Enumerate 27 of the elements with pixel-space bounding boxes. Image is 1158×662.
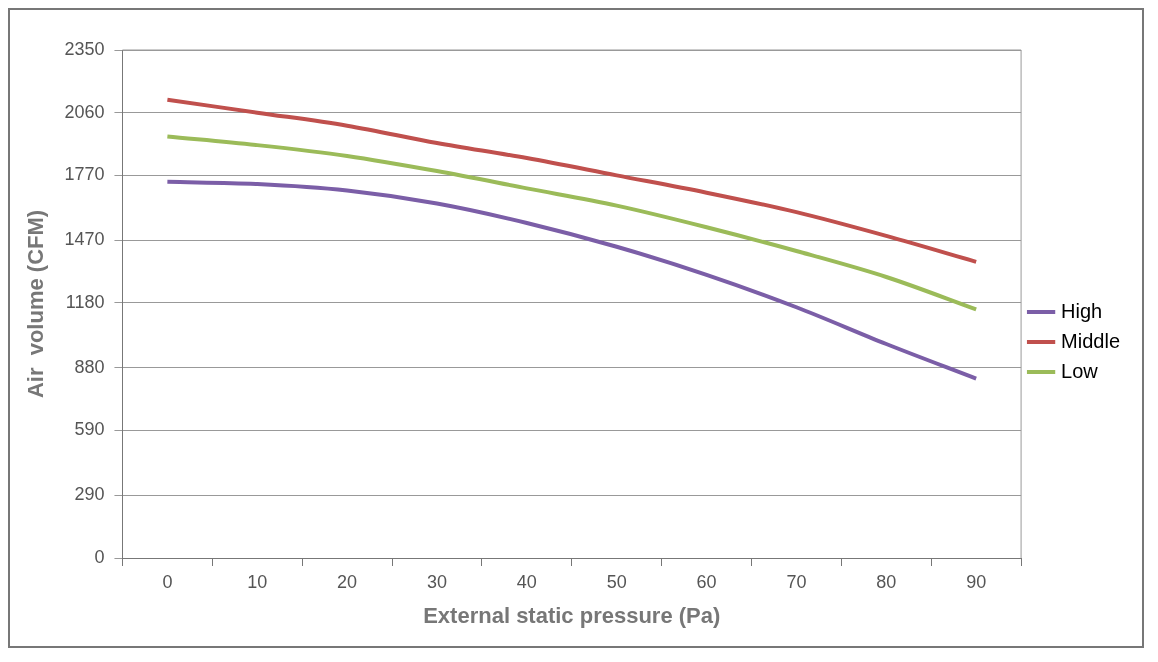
legend-label: Low <box>1061 359 1099 382</box>
y-tick-label: 0 <box>94 546 105 567</box>
legend-label: High <box>1061 299 1103 322</box>
x-tick-label: 50 <box>606 571 627 592</box>
x-axis-title: External static pressure (Pa) <box>423 602 721 628</box>
line-series <box>165 134 979 312</box>
x-tick-label: 20 <box>337 571 358 592</box>
x-tick-label: 10 <box>247 571 268 592</box>
y-tick-label: 2350 <box>64 38 105 59</box>
line-series <box>165 179 979 381</box>
x-tick-label: 70 <box>786 571 807 592</box>
y-tick-label: 880 <box>74 356 105 377</box>
y-tick-label: 1770 <box>64 164 105 185</box>
x-tick-label: 90 <box>966 571 987 592</box>
x-tick-label: 0 <box>162 571 173 592</box>
y-tick-label: 590 <box>74 419 105 440</box>
y-tick-label: 1180 <box>65 291 105 312</box>
y-tick-label: 1470 <box>64 229 105 250</box>
y-axis-title: Air volume (CFM) <box>23 209 49 399</box>
x-tick-label: 40 <box>516 571 537 592</box>
x-tick-label: 80 <box>876 571 897 592</box>
y-tick-label: 290 <box>74 484 105 505</box>
y-tick-label: 2060 <box>64 101 105 122</box>
x-tick-label: 60 <box>696 571 717 592</box>
legend-label: Middle <box>1061 329 1121 352</box>
x-tick-label: 30 <box>426 571 447 592</box>
line-series <box>165 97 979 264</box>
